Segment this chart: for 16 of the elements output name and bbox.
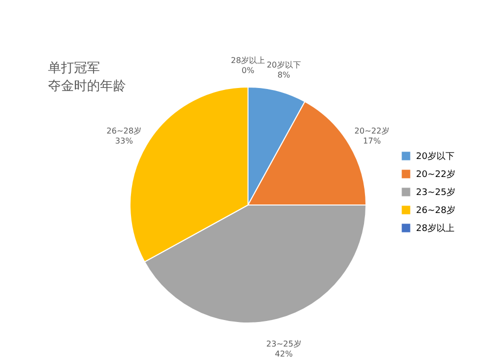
legend-label: 28岁以上 <box>416 223 454 234</box>
legend-label: 23~25岁 <box>416 187 456 198</box>
slice-label: 20~22岁 <box>354 126 390 136</box>
data-label: 17% <box>363 136 382 146</box>
slice-label: 26~28岁 <box>106 126 142 136</box>
slice-label: 20岁以下 <box>266 60 301 70</box>
category-label: 28岁以上 <box>230 56 266 65</box>
text: 0% <box>242 66 254 75</box>
legend-label: 20~22岁 <box>416 169 456 180</box>
legend-label: 26~28岁 <box>416 205 456 216</box>
legend-label: 20岁以下 <box>416 151 454 162</box>
data-label: 8% <box>277 70 291 80</box>
data-label: 33% <box>115 136 134 146</box>
slice-label: 23~25岁 <box>266 339 302 348</box>
data-label: 42% <box>274 349 294 358</box>
text: 单打冠军夺金时的年龄 <box>48 61 126 94</box>
